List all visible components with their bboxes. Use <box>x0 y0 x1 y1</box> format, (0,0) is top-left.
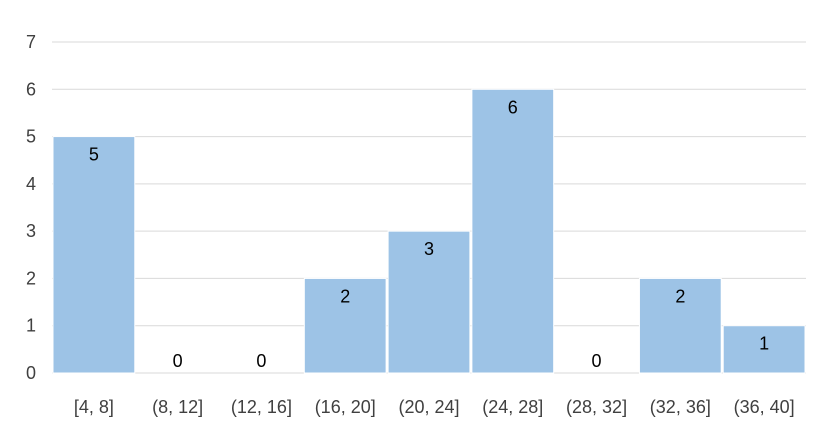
bar-4 <box>387 230 471 374</box>
x-tick-label: (24, 28] <box>482 397 543 417</box>
bar-0 <box>52 136 136 374</box>
x-axis-ticks: [4, 8] (8, 12] (12, 16] (16, 20] (20, 24] (24… <box>74 397 795 417</box>
x-tick-label: (12, 16] <box>231 397 292 417</box>
x-tick-label: (28, 32] <box>566 397 627 417</box>
data-label: 5 <box>89 145 99 165</box>
data-label: 3 <box>424 239 434 259</box>
x-tick-label: (8, 12] <box>152 397 203 417</box>
y-tick-label: 7 <box>26 32 36 52</box>
bar-7 <box>638 277 722 374</box>
x-tick-label: (16, 20] <box>315 397 376 417</box>
bar-5 <box>471 88 555 374</box>
data-label: 0 <box>592 351 602 371</box>
x-tick-label: (20, 24] <box>398 397 459 417</box>
x-tick-label: (36, 40] <box>734 397 795 417</box>
y-tick-label: 0 <box>26 363 36 383</box>
x-tick-label: [4, 8] <box>74 397 114 417</box>
data-label: 2 <box>340 286 350 306</box>
y-tick-label: 5 <box>26 127 36 147</box>
bar-8 <box>722 325 806 374</box>
bars <box>52 88 806 374</box>
y-axis-ticks: 0 1 2 3 4 5 6 7 <box>26 32 36 383</box>
y-tick-label: 6 <box>26 79 36 99</box>
data-label: 1 <box>759 334 769 354</box>
y-tick-label: 2 <box>26 268 36 288</box>
data-labels: 5 0 0 2 3 6 0 2 1 <box>89 97 769 371</box>
bar-3 <box>303 277 387 374</box>
data-label: 0 <box>173 351 183 371</box>
data-label: 0 <box>256 351 266 371</box>
y-tick-label: 4 <box>26 174 36 194</box>
y-tick-label: 3 <box>26 221 36 241</box>
data-label: 2 <box>675 286 685 306</box>
y-tick-label: 1 <box>26 316 36 336</box>
data-label: 6 <box>508 97 518 117</box>
x-tick-label: (32, 36] <box>650 397 711 417</box>
